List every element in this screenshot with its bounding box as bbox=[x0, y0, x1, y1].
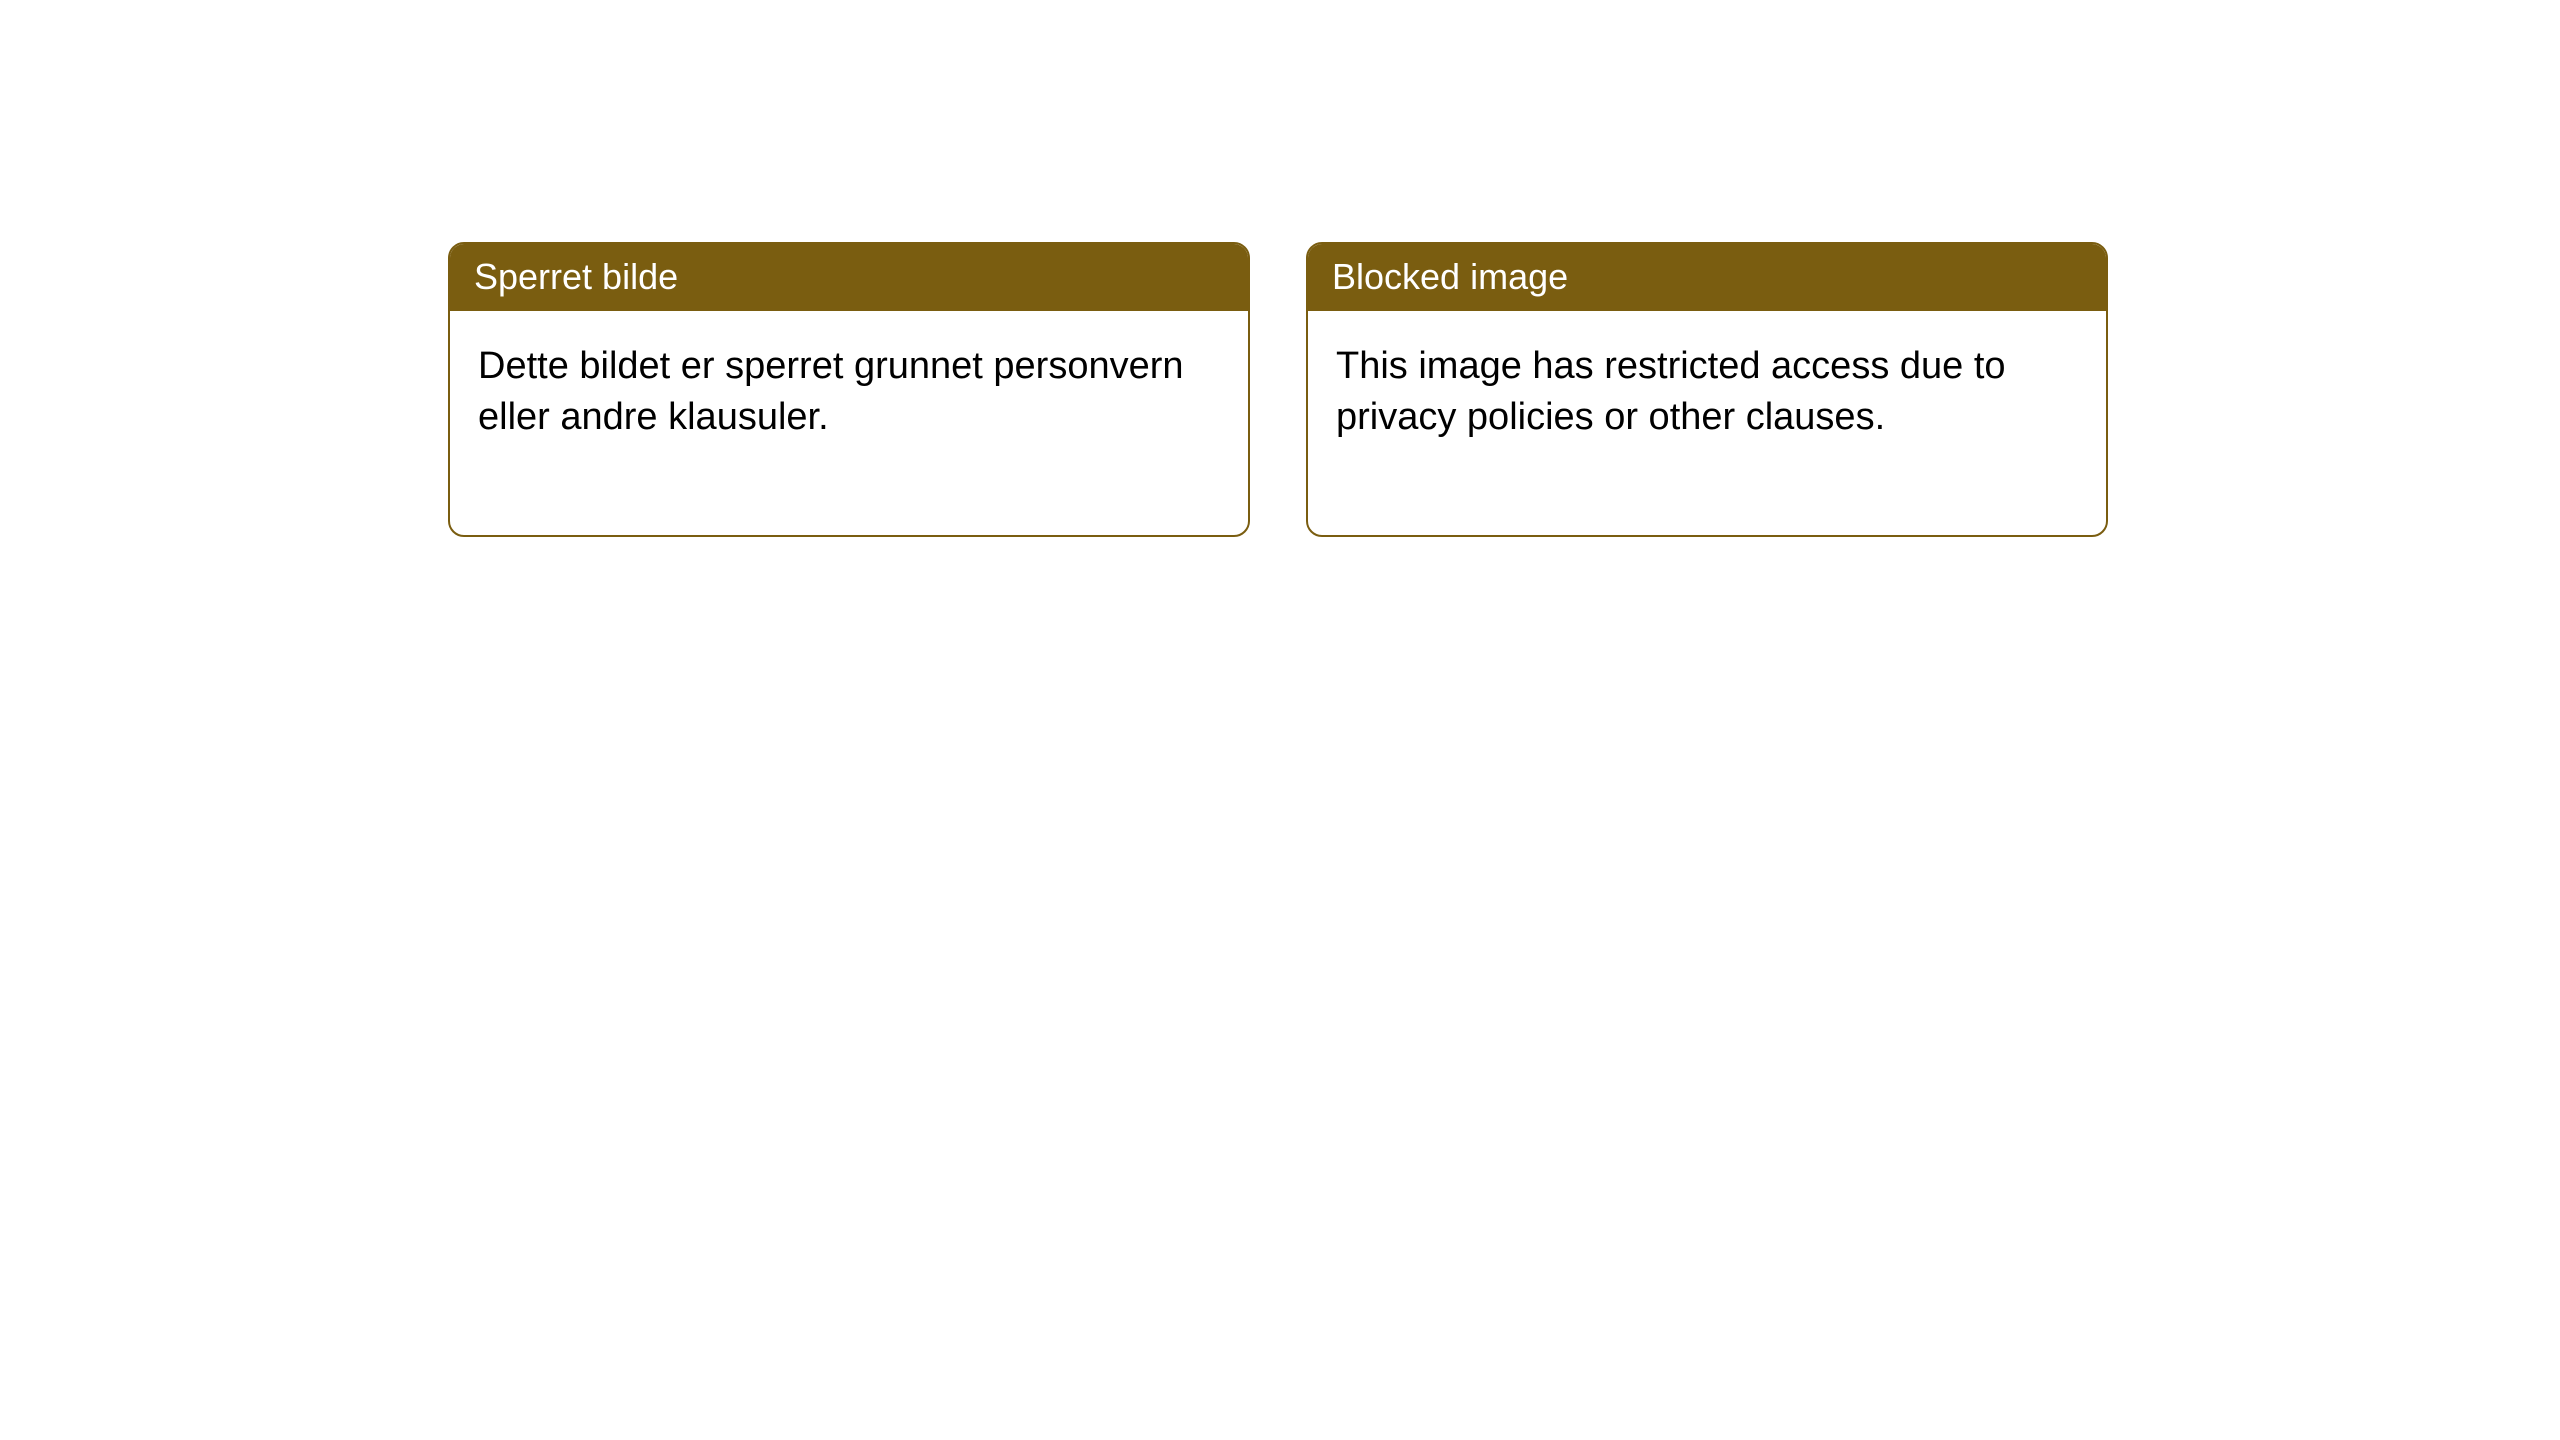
notice-header: Blocked image bbox=[1308, 244, 2106, 311]
notice-body: This image has restricted access due to … bbox=[1308, 311, 2106, 536]
notice-body: Dette bildet er sperret grunnet personve… bbox=[450, 311, 1248, 536]
notice-card-norwegian: Sperret bilde Dette bildet er sperret gr… bbox=[448, 242, 1250, 537]
notice-card-english: Blocked image This image has restricted … bbox=[1306, 242, 2108, 537]
notice-header: Sperret bilde bbox=[450, 244, 1248, 311]
notice-container: Sperret bilde Dette bildet er sperret gr… bbox=[0, 0, 2560, 537]
